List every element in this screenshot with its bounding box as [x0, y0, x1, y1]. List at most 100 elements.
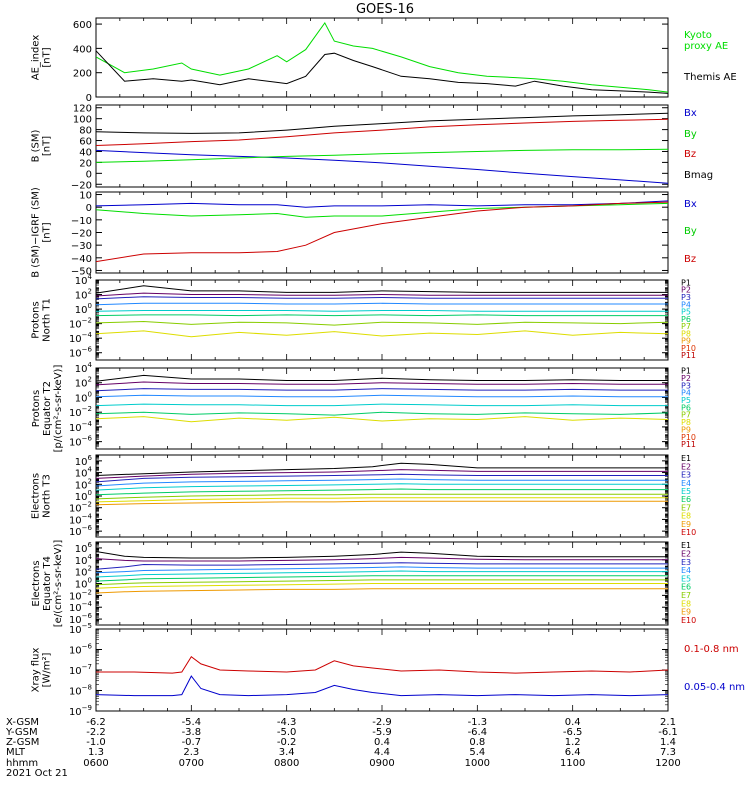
y-tick-exponent: −6: [82, 435, 93, 443]
series-line-p3: [96, 388, 668, 392]
legend-entry-e1: E1: [681, 541, 691, 550]
y-tick-label: −30: [71, 241, 92, 252]
legend-entry-e3: E3: [681, 471, 691, 480]
y-tick-label: −20: [71, 229, 92, 240]
y-tick-exponent: −4: [82, 420, 93, 428]
y-tick-base: 10: [75, 305, 88, 316]
y-tick-label: 10−6: [69, 612, 93, 626]
y-tick-label: 60: [79, 137, 92, 148]
legend-entry-by: By: [684, 226, 697, 237]
series-line-e5: [96, 570, 668, 578]
y-tick-label: 104: [75, 273, 93, 287]
ephemeris-value: -1.0: [86, 737, 106, 748]
series-line-by: [96, 148, 668, 163]
legend-entry-bmag: Bmag: [684, 170, 713, 181]
legend-entry-e6: E6: [681, 495, 691, 504]
series-line-e3: [96, 562, 668, 570]
legend-entry-e9: E9: [681, 520, 691, 529]
ephemeris-row-label: Y-GSM: [5, 727, 38, 738]
y-tick-exponent: −5: [82, 622, 92, 630]
ephemeris-row-label: 2021 Oct 21: [6, 768, 68, 779]
y-tick-exponent: −4: [82, 512, 93, 520]
y-tick-label: 10−2: [69, 588, 92, 602]
y-tick-base: 10: [75, 556, 88, 567]
y-tick-label: 10−9: [69, 704, 92, 718]
series-line-p7: [96, 320, 668, 326]
y-tick-base: 10: [69, 349, 82, 360]
y-tick-exponent: −6: [82, 524, 93, 532]
legend-entry-kyoto: Kyoto: [684, 30, 712, 41]
legend-entry-p8: P8: [681, 418, 691, 427]
y-tick-label: 102: [75, 376, 92, 390]
y-axis-label: [W/m²]: [42, 652, 53, 687]
series-group: [96, 374, 668, 423]
series-line-e6: [96, 488, 668, 496]
y-axis-label: [nT]: [42, 47, 53, 67]
y-axis-label: [nT]: [42, 222, 53, 242]
y-tick-label: 10−4: [69, 331, 93, 345]
y-axis-label: B (SM)−IGRF (SM): [31, 187, 42, 278]
legend-entry-e6: E6: [681, 583, 691, 592]
ephemeris-value: -0.7: [182, 737, 202, 748]
y-tick-base: 10: [75, 469, 88, 480]
legend-entry-p5: P5: [681, 396, 691, 405]
y-tick-exponent: 4: [88, 273, 93, 281]
y-tick-exponent: 4: [88, 466, 93, 474]
legend-entry-e3: E3: [681, 558, 691, 567]
legend-entry-by: By: [684, 129, 697, 140]
series-line-p2: [96, 292, 668, 297]
y-tick-base: 10: [69, 504, 82, 515]
series-group: [96, 285, 668, 338]
series-group: [96, 551, 668, 594]
series-line-e2: [96, 556, 668, 562]
ephemeris-value: 0.8: [469, 737, 485, 748]
legend-entry-p9: P9: [681, 337, 691, 346]
series-group: [96, 21, 668, 94]
y-tick-base: 10: [69, 527, 82, 538]
y-tick-label: 100: [75, 489, 92, 503]
ephemeris-value: 1.3: [88, 747, 104, 758]
series-line-e3: [96, 473, 668, 483]
series-line-bz: [96, 118, 668, 146]
y-axis-label: [p/(cm²-s-sr-keV)]: [53, 365, 64, 453]
y-tick-label: 40: [79, 147, 92, 158]
y-tick-label: 100: [75, 302, 92, 316]
ephemeris-value: -0.2: [277, 737, 297, 748]
series-line-e8: [96, 497, 668, 503]
series-line-0-1-0-8-nm: [96, 655, 668, 674]
y-tick-base: 10: [75, 480, 88, 491]
ephemeris-value: 0.4: [374, 737, 390, 748]
y-tick-label: 100: [73, 115, 92, 126]
y-tick-label: 10: [79, 191, 92, 202]
panel-frame: [95, 628, 669, 712]
series-line-p2: [96, 381, 668, 386]
y-axis-label: AE_index: [31, 35, 42, 81]
ephemeris-row-label: Z-GSM: [6, 737, 39, 748]
y-tick-base: 10: [75, 492, 88, 503]
y-tick-base: 10: [69, 334, 82, 345]
ephemeris-value: 1.2: [565, 737, 581, 748]
ephemeris-value: -2.9: [372, 717, 392, 728]
y-tick-label: 10−2: [69, 317, 92, 331]
y-tick-label: 104: [75, 361, 93, 375]
legend-entry-p5: P5: [681, 308, 691, 317]
ephemeris-value: 5.4: [469, 747, 485, 758]
y-tick-label: 102: [75, 565, 92, 579]
legend-entry-0-05-0-4-nm: 0.05-0.4 nm: [684, 682, 745, 693]
series-line-e1: [96, 462, 668, 476]
y-tick-exponent: −6: [82, 346, 93, 354]
ephemeris-value: 0.4: [565, 717, 581, 728]
ephemeris-value: 4.4: [374, 747, 390, 758]
y-tick-exponent: −2: [82, 588, 92, 596]
legend-entry-p3: P3: [681, 381, 691, 390]
y-tick-base: 10: [69, 423, 82, 434]
legend-entry-e2: E2: [681, 462, 691, 471]
y-tick-label: 10−4: [69, 600, 93, 614]
y-tick-base: 10: [75, 291, 88, 302]
legend-entry-p7: P7: [681, 411, 691, 420]
series-line-e7: [96, 579, 668, 586]
